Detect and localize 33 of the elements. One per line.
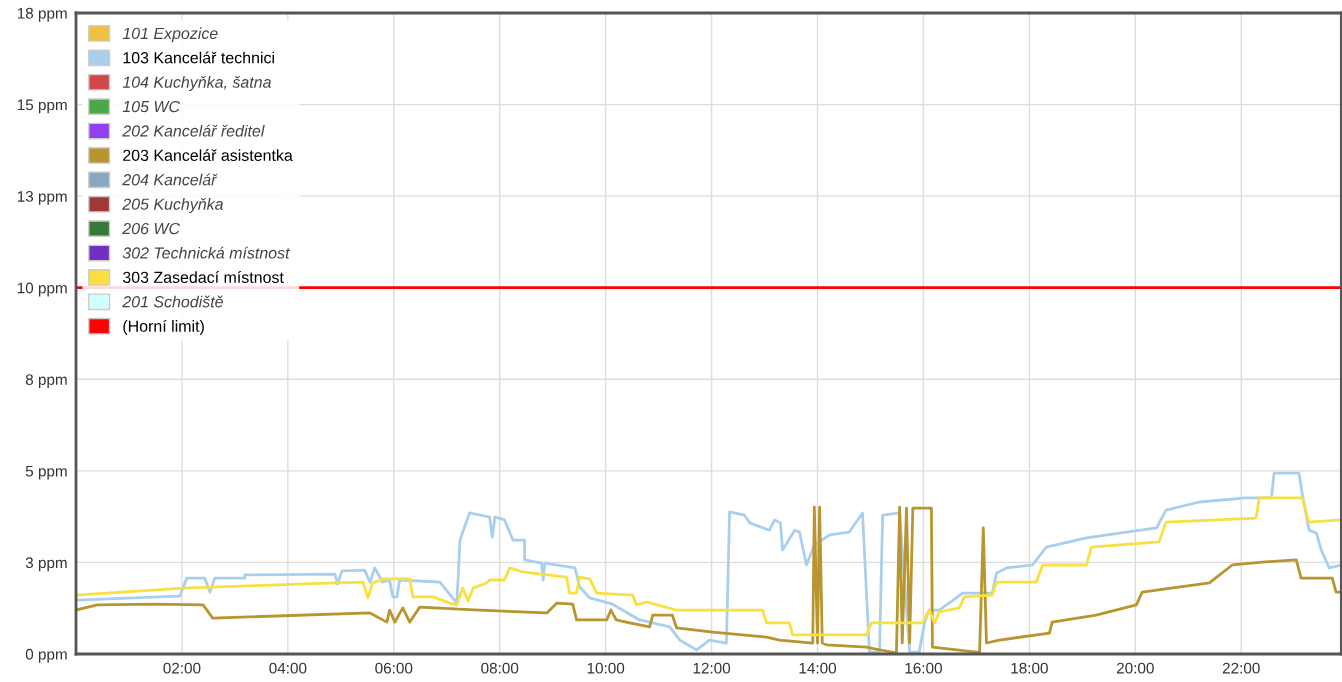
x-tick-label: 12:00 [693, 662, 731, 674]
legend-label: 203 Kancelář asistentka [123, 149, 293, 162]
y-tick-label: 15 ppm [17, 99, 67, 114]
legend-label: 103 Kancelář technici [123, 51, 274, 64]
legend-label: 302 Technická místnost [122, 246, 291, 259]
legend-label: 206 WC [122, 222, 181, 235]
x-tick-label: 02:00 [163, 662, 201, 674]
x-tick-label: 04:00 [269, 662, 307, 674]
x-tick-label: 06:00 [375, 662, 413, 674]
legend-label: 201 Schodiště [122, 295, 223, 308]
x-tick-label: 14:00 [799, 662, 837, 674]
legend-label: 104 Kuchyňka, šatna [122, 76, 271, 91]
line-series [76, 496, 1342, 637]
x-tick-label: 10:00 [587, 662, 625, 674]
y-tick-label: 18 ppm [17, 7, 67, 22]
y-tick-label: 10 ppm [17, 282, 67, 297]
y-tick-label: 13 ppm [17, 191, 67, 205]
x-tick-label: 20:00 [1116, 662, 1154, 674]
x-tick-label: 22:00 [1222, 662, 1260, 674]
y-tick-label: 8 ppm [25, 374, 67, 388]
legend-label: 205 Kuchyňka [122, 198, 223, 213]
legend-label: 202 Kancelář ředitel [122, 124, 265, 137]
x-tick-label: 08:00 [481, 662, 519, 674]
x-tick-label: 16:00 [905, 662, 942, 674]
legend-label: 204 Kancelář [122, 173, 218, 186]
y-tick-label: 5 ppm [25, 465, 67, 480]
legend-label: (Horní limit) [123, 319, 204, 335]
legend-label: 105 WC [122, 100, 181, 113]
legend-label: 101 Expozice [122, 27, 218, 43]
y-tick-label: 0 ppm [25, 648, 67, 663]
legend-label: 303 Zasedací místnost [122, 271, 284, 284]
x-tick-label: 18:00 [1011, 662, 1048, 674]
y-tick-label: 3 ppm [25, 557, 67, 572]
